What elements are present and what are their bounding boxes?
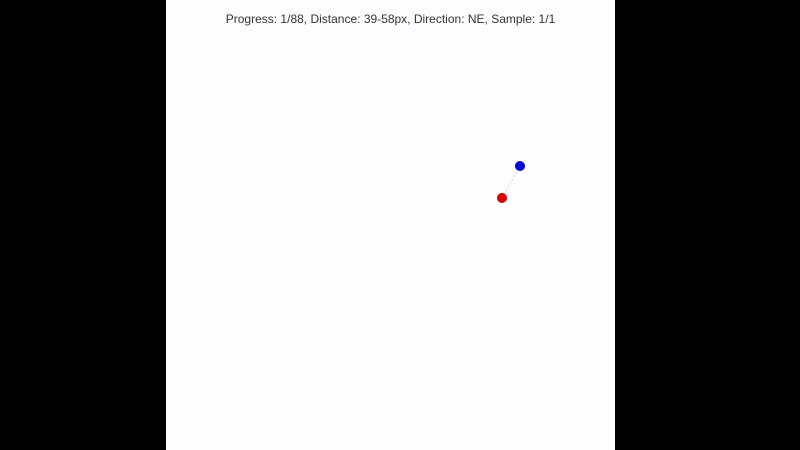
target-dot[interactable] bbox=[515, 161, 525, 171]
task-canvas[interactable]: Progress: 1/88, Distance: 39-58px, Direc… bbox=[166, 0, 615, 450]
status-text: Progress: 1/88, Distance: 39-58px, Direc… bbox=[225, 12, 556, 26]
start-dot[interactable] bbox=[497, 193, 507, 203]
connector-line bbox=[501, 165, 521, 199]
